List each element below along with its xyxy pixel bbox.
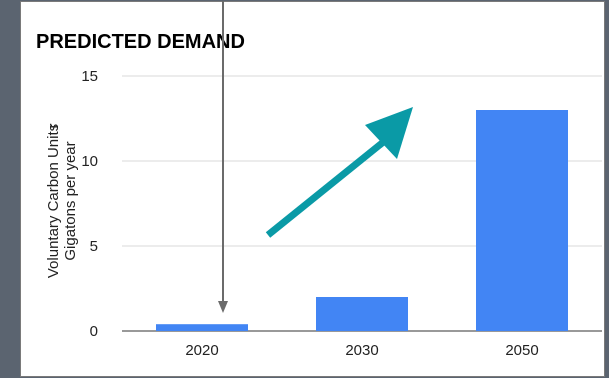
y-axis-title: Voluntary Carbon Units Gigatons per year… bbox=[45, 124, 79, 279]
y-axis-title-line1: Voluntary Carbon Units bbox=[45, 124, 62, 278]
bar-2030 bbox=[316, 297, 408, 331]
trend-arrow bbox=[265, 107, 413, 238]
x-tick-label: 2020 bbox=[185, 342, 218, 359]
y-tick-labels: 0 5 10 15 bbox=[81, 68, 98, 340]
chart-card: PREDICTED DEMAND 0 5 10 15 2020 2030 2050 Vol… bbox=[20, 1, 605, 377]
y-tick-label: 0 bbox=[90, 323, 98, 340]
trend-arrow-shaft bbox=[265, 132, 395, 238]
x-tick-labels: 2020 2030 2050 bbox=[185, 342, 538, 359]
chart-title: PREDICTED DEMAND bbox=[36, 31, 245, 53]
bar-2020 bbox=[156, 324, 248, 331]
y-tick-label: 10 bbox=[81, 153, 98, 170]
bar-2050 bbox=[476, 110, 568, 331]
trend-arrow-head bbox=[365, 107, 413, 159]
x-tick-label: 2030 bbox=[345, 342, 378, 359]
y-tick-label: 5 bbox=[90, 238, 98, 255]
y-tick-label: 15 bbox=[81, 68, 98, 85]
x-tick-label: 2050 bbox=[505, 342, 538, 359]
chart-frame bbox=[20, 1, 605, 377]
pointer-arrow-head bbox=[218, 301, 228, 313]
y-axis-title-fragment: r bbox=[45, 124, 62, 129]
y-axis-title-line2: Gigatons per year bbox=[62, 141, 79, 260]
bars bbox=[156, 110, 568, 331]
pointer-arrow bbox=[218, 1, 228, 313]
chart: PREDICTED DEMAND 0 5 10 15 2020 2030 2050 Vol… bbox=[20, 1, 605, 377]
